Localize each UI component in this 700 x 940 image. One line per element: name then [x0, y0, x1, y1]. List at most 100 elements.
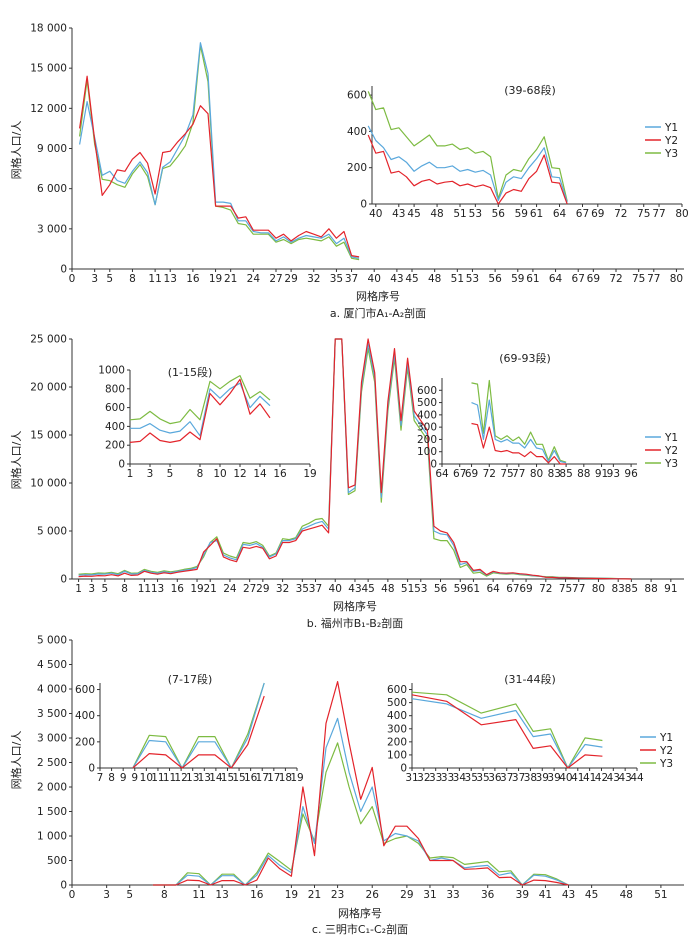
- x-tick-label: 53: [414, 583, 427, 595]
- x-tick-label: 51: [654, 889, 667, 901]
- x-tick-label: 14: [253, 468, 267, 480]
- x-tick-label: 67: [572, 273, 585, 285]
- x-tick-label: 88: [577, 468, 590, 480]
- x-tick-label: 19: [190, 583, 203, 595]
- x-tick-label: 0: [69, 273, 76, 285]
- x-tick-label: 75: [637, 208, 650, 220]
- series-line-y2: [471, 422, 567, 465]
- x-tick-label: 9: [120, 772, 127, 784]
- y-tick-label: 500: [387, 697, 407, 709]
- legend-label-y2: Y2: [664, 445, 678, 457]
- x-tick-label: 56: [434, 583, 448, 595]
- x-tick-label: 8: [129, 273, 136, 285]
- x-tick-label: 0: [69, 889, 76, 901]
- series-line-y3: [129, 375, 271, 425]
- x-tick-label: 40: [368, 273, 381, 285]
- y-tick-label: 6 000: [37, 183, 67, 195]
- legend-label-y2: Y2: [659, 745, 673, 757]
- x-tick-label: 80: [675, 208, 688, 220]
- x-tick-label: 15: [221, 772, 234, 784]
- x-tick-label: 26: [366, 889, 380, 901]
- series-line-y1: [471, 399, 567, 464]
- x-tick-label: 19: [290, 772, 303, 784]
- x-tick-label: 45: [585, 889, 598, 901]
- legend-label-y3: Y3: [659, 758, 673, 770]
- series-line-y1: [132, 682, 265, 769]
- panel-c-inset1-title: (7-17段): [168, 672, 213, 686]
- panel-a-caption: a. 厦门市A₁-A₂剖面: [330, 306, 426, 320]
- y-tick-label: 200: [387, 736, 407, 748]
- y-tick-label: 400: [105, 421, 125, 433]
- panel-a-xlabel: 网格序号: [356, 289, 400, 303]
- panel-b-inset1-plot: 0 200 400 600 800 1000 1 3 5 8 10 12 14 16 19: [98, 365, 316, 481]
- x-tick-label: 64: [553, 208, 567, 220]
- panel-a-inset-plot: 0 200 400 600 40 43 45 48 51 53 56 59 61 64 67 69 72 75 77…: [347, 86, 689, 220]
- x-tick-label: 48: [430, 208, 443, 220]
- series-line-y3: [79, 44, 360, 261]
- x-tick-label: 77: [647, 273, 660, 285]
- y-tick-label: 10 000: [30, 478, 67, 490]
- x-tick-label: 39: [536, 772, 549, 784]
- x-tick-label: 27: [243, 583, 256, 595]
- x-tick-label: 19: [209, 273, 222, 285]
- x-tick-label: 12: [233, 468, 246, 480]
- panel-a-ylabel: 网格人口/人: [9, 121, 23, 180]
- x-tick-label: 11: [148, 273, 161, 285]
- x-tick-label: 43: [618, 772, 631, 784]
- y-tick-label: 3 000: [37, 223, 67, 235]
- y-tick-label: 15 000: [30, 63, 67, 75]
- x-tick-label: 75: [500, 468, 513, 480]
- x-tick-label: 56: [488, 273, 502, 285]
- y-tick-label: 0: [60, 880, 67, 892]
- x-tick-label: 8: [197, 468, 204, 480]
- x-tick-label: 64: [486, 583, 500, 595]
- y-tick-label: 1 500: [37, 806, 67, 818]
- x-tick-label: 96: [624, 468, 638, 480]
- legend-label-y2: Y2: [664, 135, 678, 147]
- x-tick-label: 77: [572, 583, 585, 595]
- x-tick-label: 13: [151, 583, 164, 595]
- x-tick-label: 39: [516, 889, 529, 901]
- y-tick-label: 1000: [98, 365, 125, 377]
- series-line-y2: [78, 338, 632, 580]
- series-line-y1: [79, 42, 360, 259]
- panel-c-ylabel: 网格人口/人: [9, 731, 23, 790]
- x-tick-label: 1: [75, 583, 82, 595]
- x-tick-label: 21: [308, 889, 321, 901]
- x-tick-label: 72: [483, 468, 496, 480]
- x-tick-label: 11: [138, 583, 151, 595]
- x-tick-label: 64: [549, 273, 563, 285]
- series-line-y2: [367, 134, 568, 205]
- x-tick-label: 32: [417, 772, 430, 784]
- x-tick-label: 16: [250, 889, 264, 901]
- panel-b-ylabel: 网格人口/人: [9, 431, 23, 490]
- x-tick-label: 85: [625, 583, 638, 595]
- x-tick-label: 51: [453, 208, 466, 220]
- y-tick-label: 600: [387, 684, 407, 696]
- series-line-y1: [130, 382, 271, 437]
- panel-a-main-plot: 0 3 000 6 000 9 000 12 000 15 000 18 000 0 3 5 8 11…: [30, 23, 684, 285]
- y-tick-label: 0: [60, 574, 67, 586]
- y-tick-label: 300: [417, 422, 437, 434]
- x-tick-label: 5: [167, 468, 174, 480]
- x-tick-label: 21: [224, 273, 237, 285]
- x-tick-label: 13: [215, 889, 228, 901]
- x-tick-label: 23: [331, 889, 344, 901]
- y-tick-label: 100: [387, 749, 407, 761]
- x-tick-label: 8: [161, 889, 168, 901]
- x-tick-label: 53: [469, 208, 482, 220]
- panel-b-caption: b. 福州市B₁-B₂剖面: [307, 616, 403, 630]
- legend-label-y3: Y3: [664, 458, 678, 470]
- series-line-y1: [152, 717, 569, 886]
- series-line-y2: [411, 694, 603, 769]
- x-tick-label: 69: [519, 583, 532, 595]
- x-tick-label: 40: [329, 583, 342, 595]
- x-tick-label: 13: [198, 772, 211, 784]
- panel-b: 网格人口/人 网格序号 b. 福州市B₁-B₂剖面 (1-15段) (69-93…: [9, 334, 684, 630]
- x-tick-label: 27: [269, 273, 282, 285]
- x-tick-label: 41: [539, 889, 552, 901]
